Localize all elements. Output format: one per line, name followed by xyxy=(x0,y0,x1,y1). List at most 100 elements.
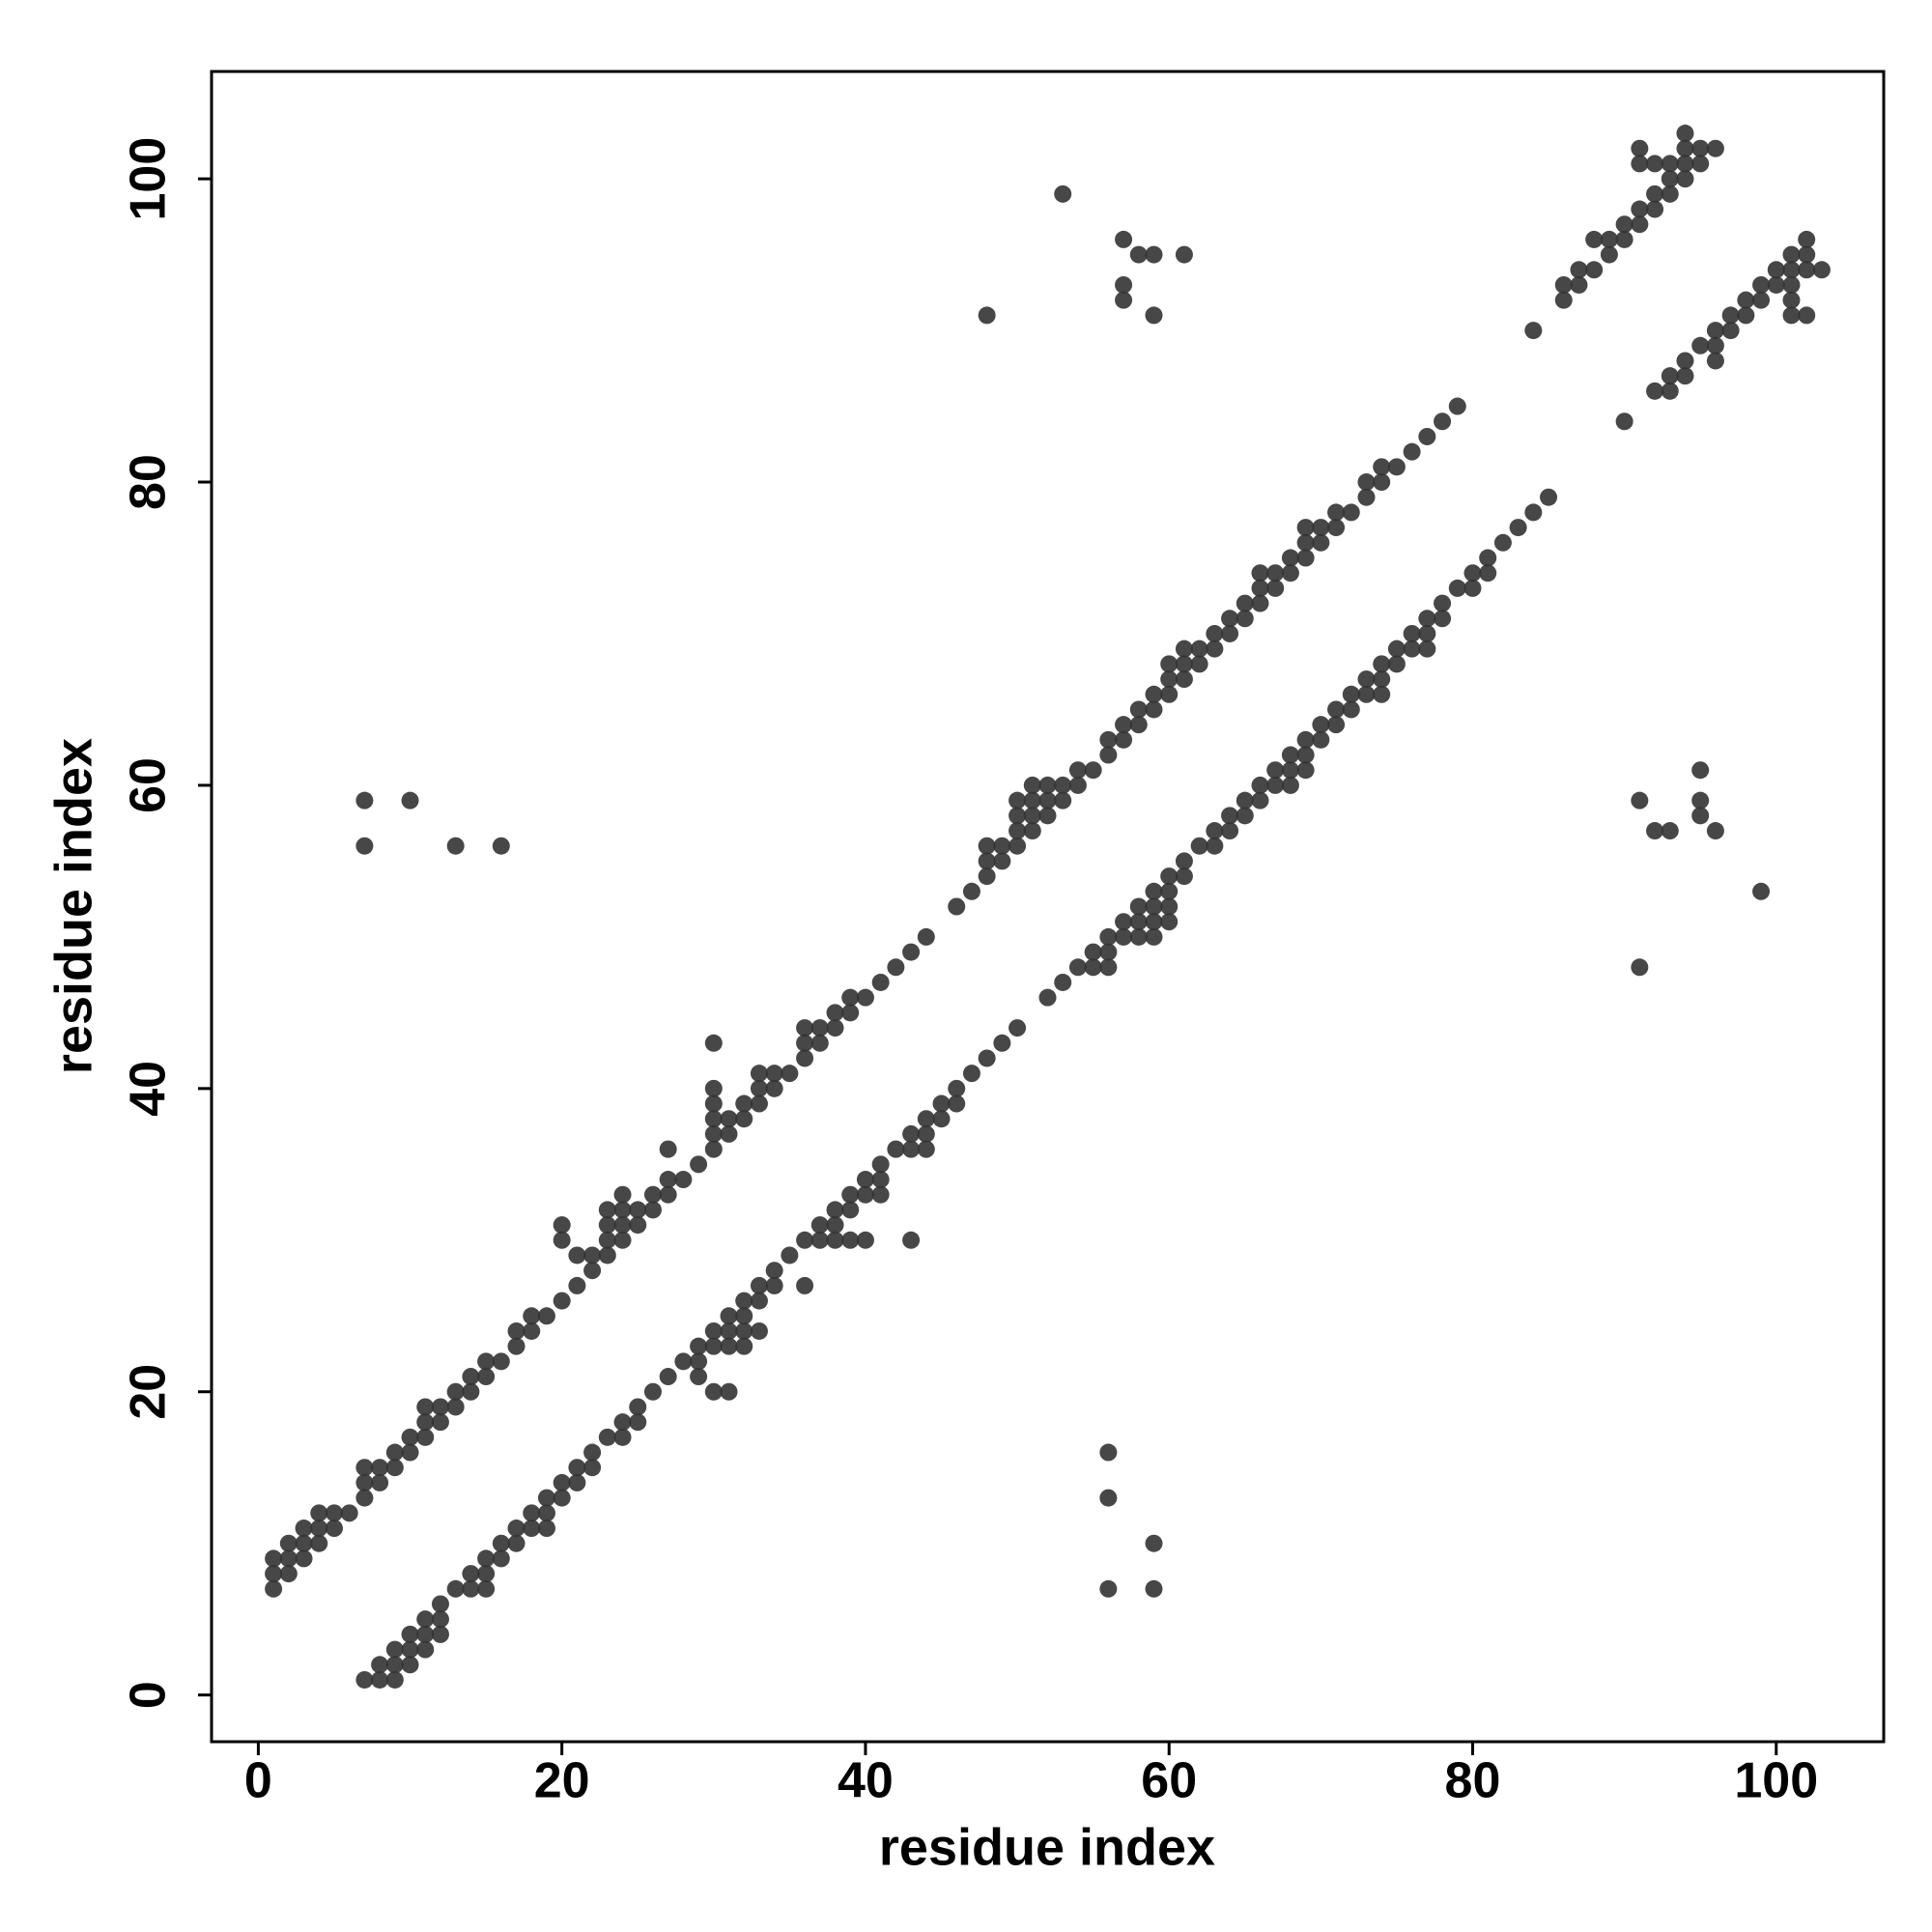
point xyxy=(1631,200,1649,218)
point xyxy=(1418,639,1436,658)
point xyxy=(1798,306,1816,325)
point xyxy=(1281,761,1299,780)
point xyxy=(401,1656,419,1674)
point xyxy=(1752,275,1771,294)
point xyxy=(1706,352,1724,370)
point xyxy=(1312,730,1330,749)
point xyxy=(659,1368,677,1386)
point xyxy=(643,1185,662,1204)
point xyxy=(1782,261,1801,279)
point xyxy=(948,897,966,916)
point xyxy=(720,1321,738,1340)
point xyxy=(492,1549,510,1568)
point xyxy=(1023,791,1041,810)
point xyxy=(796,1231,814,1249)
point xyxy=(431,1595,449,1613)
point xyxy=(1009,791,1027,810)
point xyxy=(416,1640,435,1659)
point xyxy=(310,1534,328,1552)
point xyxy=(507,1337,526,1355)
point xyxy=(1145,927,1163,946)
point xyxy=(1327,503,1346,522)
point xyxy=(1798,230,1816,248)
point xyxy=(1115,927,1133,946)
point xyxy=(1009,807,1027,825)
point xyxy=(1357,670,1376,689)
point xyxy=(598,1246,616,1264)
point xyxy=(401,1625,419,1643)
point xyxy=(826,1201,844,1219)
point xyxy=(1266,776,1285,794)
point xyxy=(568,1246,586,1264)
point xyxy=(568,1276,586,1294)
point xyxy=(1068,958,1087,977)
point xyxy=(583,1443,602,1462)
point xyxy=(279,1565,298,1583)
plot-frame xyxy=(210,70,1886,1744)
point xyxy=(720,1110,738,1128)
point xyxy=(1023,776,1041,794)
point xyxy=(750,1094,768,1113)
x-tick-label: 0 xyxy=(244,1753,272,1809)
point xyxy=(841,1004,860,1022)
point xyxy=(1646,155,1664,173)
point xyxy=(781,1246,799,1264)
point xyxy=(1068,761,1087,780)
point xyxy=(1570,275,1588,294)
point xyxy=(1357,685,1376,703)
point xyxy=(1737,291,1755,309)
point xyxy=(1084,761,1102,780)
point xyxy=(1009,837,1027,855)
point xyxy=(279,1549,298,1568)
point xyxy=(583,1246,602,1264)
point xyxy=(401,1443,419,1462)
point xyxy=(704,1079,723,1097)
point xyxy=(1691,139,1710,157)
point xyxy=(1585,230,1604,248)
point xyxy=(355,1489,374,1507)
point xyxy=(1236,610,1254,628)
point xyxy=(1691,761,1710,780)
point xyxy=(750,1292,768,1310)
point xyxy=(1281,746,1299,764)
point xyxy=(796,1034,814,1052)
point xyxy=(826,1231,844,1249)
point xyxy=(1251,791,1269,810)
point xyxy=(431,1625,449,1643)
point xyxy=(1387,458,1406,476)
point xyxy=(1448,397,1466,415)
point xyxy=(1767,261,1785,279)
point xyxy=(1236,807,1254,825)
point xyxy=(1631,139,1649,157)
point xyxy=(1145,882,1163,900)
point xyxy=(1418,624,1436,642)
point xyxy=(887,958,905,977)
point xyxy=(1387,655,1406,673)
point xyxy=(1145,245,1163,264)
x-tick-label: 40 xyxy=(838,1753,894,1809)
point xyxy=(1221,822,1239,840)
point xyxy=(1312,533,1330,552)
point xyxy=(1206,837,1224,855)
point xyxy=(856,1231,874,1249)
point xyxy=(1737,306,1755,325)
point xyxy=(704,1034,723,1052)
point xyxy=(841,1185,860,1204)
point xyxy=(1373,473,1391,492)
point xyxy=(1054,973,1072,991)
point xyxy=(1327,700,1346,719)
y-axis-title: residue index xyxy=(44,738,102,1074)
point xyxy=(462,1565,480,1583)
point xyxy=(1115,275,1133,294)
point xyxy=(841,988,860,1007)
point xyxy=(1418,610,1436,628)
point xyxy=(629,1201,647,1219)
point xyxy=(1160,670,1179,689)
point xyxy=(1646,382,1664,400)
point xyxy=(932,1110,951,1128)
point xyxy=(871,1185,890,1204)
point xyxy=(537,1520,555,1538)
point xyxy=(325,1520,343,1538)
point xyxy=(948,1094,966,1113)
